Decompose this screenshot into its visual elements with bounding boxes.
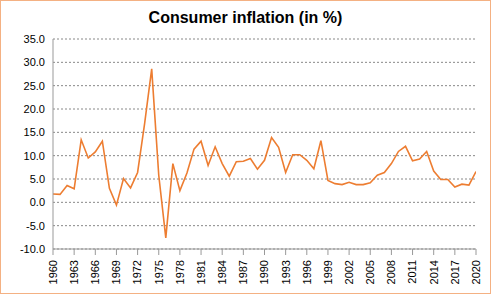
- svg-text:20.0: 20.0: [24, 103, 45, 115]
- svg-text:30.0: 30.0: [24, 56, 45, 68]
- svg-text:-5.0: -5.0: [26, 220, 45, 232]
- svg-text:1972: 1972: [131, 260, 143, 284]
- svg-text:1996: 1996: [301, 260, 313, 284]
- svg-text:10.0: 10.0: [24, 150, 45, 162]
- svg-text:1963: 1963: [68, 260, 80, 284]
- svg-text:1981: 1981: [195, 260, 207, 284]
- svg-text:1993: 1993: [280, 260, 292, 284]
- svg-text:1975: 1975: [153, 260, 165, 284]
- svg-text:1984: 1984: [216, 260, 228, 284]
- svg-text:2005: 2005: [364, 260, 376, 284]
- html-text:Consumer inflation (in %): Consumer inflation (in %): [148, 9, 343, 26]
- svg-text:5.0: 5.0: [30, 173, 45, 185]
- svg-text:25.0: 25.0: [24, 80, 45, 92]
- svg-text:1960: 1960: [47, 260, 59, 284]
- svg-text:1990: 1990: [258, 260, 270, 284]
- svg-text:2020: 2020: [470, 260, 482, 284]
- svg-text:1966: 1966: [89, 260, 101, 284]
- svg-text:2017: 2017: [449, 260, 461, 284]
- svg-text:2014: 2014: [428, 260, 440, 284]
- svg-text:1999: 1999: [322, 260, 334, 284]
- svg-text:1987: 1987: [237, 260, 249, 284]
- svg-text:2002: 2002: [343, 260, 355, 284]
- svg-text:35.0: 35.0: [24, 33, 45, 45]
- svg-text:-10.0: -10.0: [20, 243, 45, 255]
- svg-text:15.0: 15.0: [24, 126, 45, 138]
- svg-text:1969: 1969: [110, 260, 122, 284]
- svg-text:2008: 2008: [385, 260, 397, 284]
- svg-text:2011: 2011: [406, 260, 418, 284]
- svg-text:1978: 1978: [174, 260, 186, 284]
- svg-text:0.0: 0.0: [30, 196, 45, 208]
